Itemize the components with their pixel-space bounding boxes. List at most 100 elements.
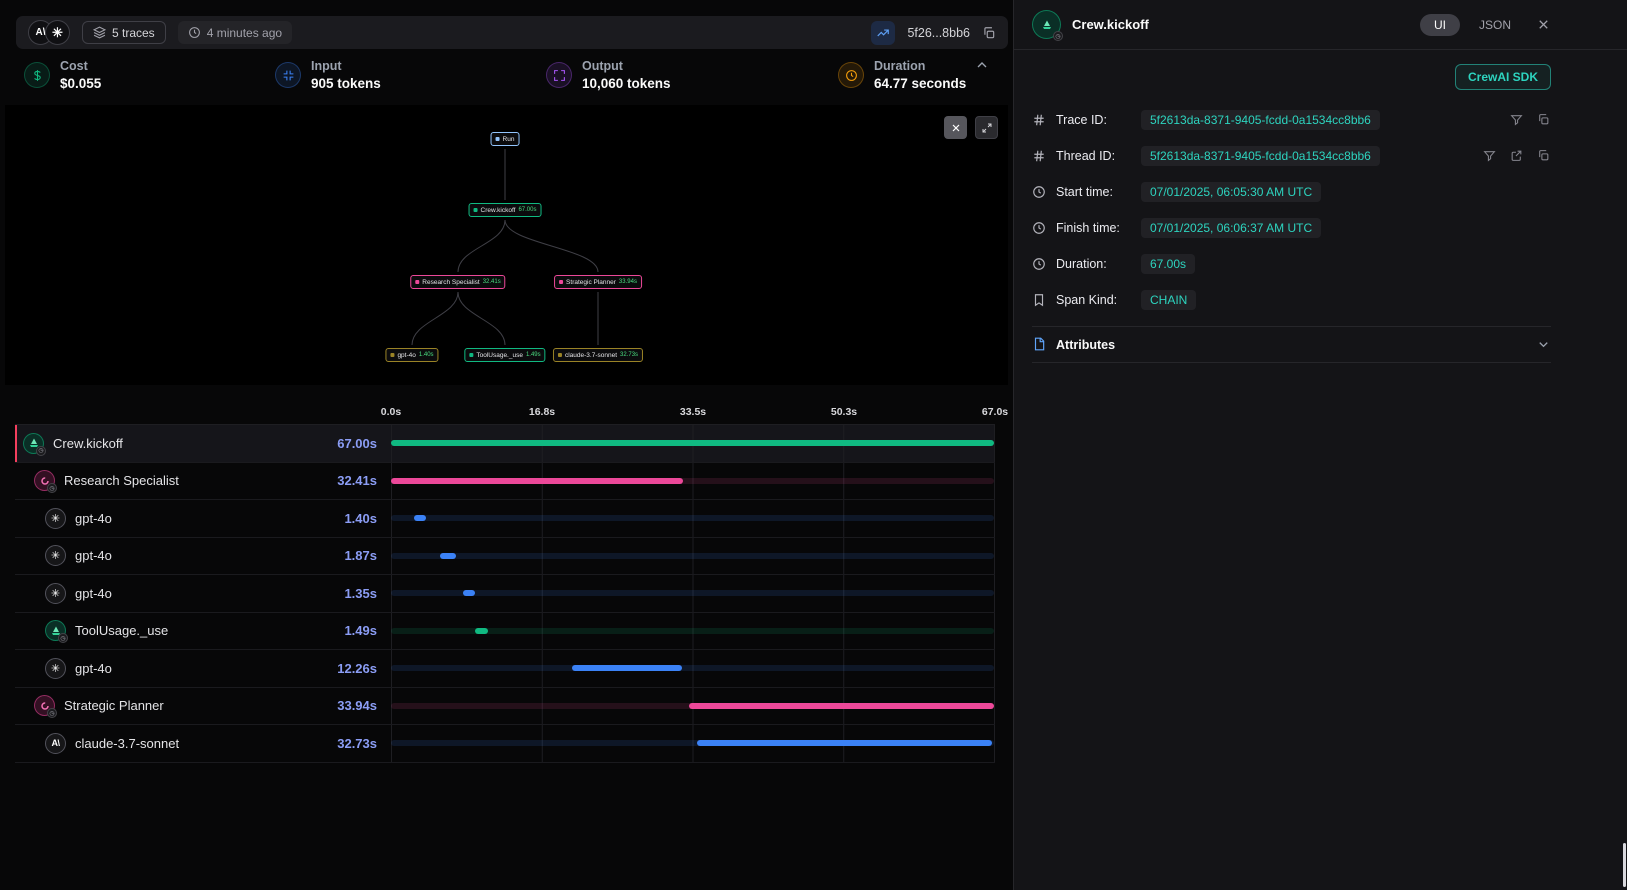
span-label-cell: ✳gpt-4o1.40s xyxy=(15,500,391,537)
timeline-row-research-specialist[interactable]: ◷Research Specialist32.41s xyxy=(15,463,995,501)
filter-icon[interactable] xyxy=(1483,149,1497,163)
axis-tick: 0.0s xyxy=(381,406,401,418)
field-row-duration: Duration: 67.00s xyxy=(1032,246,1551,282)
timeline-bar[interactable] xyxy=(572,665,682,671)
sdk-badge-button[interactable]: CrewAI SDK xyxy=(1455,64,1551,90)
node-type-dot xyxy=(415,280,419,284)
field-value[interactable]: 5f2613da-8371-9405-fcdd-0a1534cc8bb6 xyxy=(1141,146,1380,166)
graph-node-run[interactable]: Run xyxy=(491,132,520,146)
field-value: 07/01/2025, 06:05:30 AM UTC xyxy=(1141,182,1321,202)
stat-value: 10,060 tokens xyxy=(582,76,671,91)
span-bar-cell xyxy=(391,650,995,687)
metrics-button[interactable] xyxy=(871,21,895,45)
node-duration: 33.94s xyxy=(619,279,637,285)
timeline-bar[interactable] xyxy=(463,590,475,596)
timeline-bar[interactable] xyxy=(689,703,994,709)
hash-icon xyxy=(1032,149,1047,164)
node-type-dot xyxy=(496,137,500,141)
graph-node-crew[interactable]: Crew.kickoff67.00s xyxy=(469,203,542,217)
span-bar-cell xyxy=(391,613,995,650)
timeline-row-gpt-4o[interactable]: ✳gpt-4o1.87s xyxy=(15,538,995,576)
timeline-bar[interactable] xyxy=(697,740,992,746)
node-type-dot xyxy=(390,353,394,357)
stat-cost: Cost$0.055 xyxy=(24,59,101,91)
span-duration: 12.26s xyxy=(337,661,377,676)
stat-duration: Duration64.77 seconds xyxy=(838,59,966,91)
timeline-bar[interactable] xyxy=(391,440,994,446)
clock-subicon: ◷ xyxy=(36,446,46,456)
copy-icon[interactable] xyxy=(982,26,996,40)
tab-json[interactable]: JSON xyxy=(1471,14,1519,36)
span-bar-cell xyxy=(391,500,995,537)
tab-ui[interactable]: UI xyxy=(1420,14,1460,36)
graph-edges xyxy=(5,105,1008,385)
clock-icon xyxy=(1032,221,1047,236)
graph-node-rs[interactable]: Research Specialist32.41s xyxy=(410,275,505,289)
stat-label: Duration xyxy=(874,59,966,73)
node-label: Run xyxy=(503,136,515,143)
chevron-down-icon[interactable] xyxy=(1536,337,1551,352)
graph-node-gpt[interactable]: gpt-4o1.40s xyxy=(385,348,438,362)
attributes-row[interactable]: Attributes xyxy=(1032,326,1551,363)
span-name: gpt-4o xyxy=(75,586,112,601)
span-name: Crew.kickoff xyxy=(53,436,123,451)
bar-track xyxy=(391,553,994,559)
span-duration: 1.35s xyxy=(344,586,377,601)
timeline-row-gpt-4o[interactable]: ✳gpt-4o12.26s xyxy=(15,650,995,688)
copy-icon[interactable] xyxy=(1537,113,1551,127)
clock-subicon: ◷ xyxy=(47,708,57,718)
dollar-icon xyxy=(24,62,50,88)
graph-edge xyxy=(458,220,505,272)
timeline-row-crew-kickoff[interactable]: ◷Crew.kickoff67.00s xyxy=(15,425,995,463)
expand-graph-button[interactable] xyxy=(975,116,998,139)
timeline-bar[interactable] xyxy=(440,553,457,559)
graph-node-sp[interactable]: Strategic Planner33.94s xyxy=(554,275,642,289)
trace-main-column: A\ ✳ 5 traces 4 minutes ago 5f26...8bb6 … xyxy=(0,0,1013,890)
bar-track xyxy=(391,665,994,671)
field-row-start-time: Start time:07/01/2025, 06:05:30 AM UTC xyxy=(1032,174,1551,210)
detail-panel-content: CrewAI SDK Trace ID:5f2613da-8371-9405-f… xyxy=(1014,50,1627,363)
trace-graph[interactable]: Run Crew.kickoff67.00s Research Specialist… xyxy=(5,105,1008,385)
node-duration: 67.00s xyxy=(518,207,536,213)
node-type-dot xyxy=(469,353,473,357)
field-label: Duration: xyxy=(1056,257,1132,271)
field-row-thread-id: Thread ID:5f2613da-8371-9405-fcdd-0a1534… xyxy=(1032,138,1551,174)
timeline-row-gpt-4o[interactable]: ✳gpt-4o1.35s xyxy=(15,575,995,613)
traces-count-badge[interactable]: 5 traces xyxy=(82,21,166,44)
span-detail-panel: ◷ Crew.kickoff UI JSON CrewAI SDK Trace … xyxy=(1013,0,1627,890)
axis-tick: 16.8s xyxy=(529,406,555,418)
span-name: gpt-4o xyxy=(75,661,112,676)
scrollbar-thumb[interactable] xyxy=(1623,843,1626,887)
span-bar-cell xyxy=(391,575,995,612)
bar-track xyxy=(391,590,994,596)
attributes-label: Attributes xyxy=(1056,338,1115,352)
timeline-bar[interactable] xyxy=(414,515,427,521)
field-value[interactable]: 5f2613da-8371-9405-fcdd-0a1534cc8bb6 xyxy=(1141,110,1380,130)
timeline-bar[interactable] xyxy=(475,628,488,634)
field-value: 67.00s xyxy=(1141,254,1195,274)
span-name: gpt-4o xyxy=(75,548,112,563)
graph-node-tool[interactable]: ToolUsage._use1.49s xyxy=(464,348,545,362)
timeline-row-gpt-4o[interactable]: ✳gpt-4o1.40s xyxy=(15,500,995,538)
graph-node-claude[interactable]: claude-3.7-sonnet32.73s xyxy=(553,348,643,362)
timeline-row-strategic-planner[interactable]: ◷Strategic Planner33.94s xyxy=(15,688,995,726)
trace-header-bar: A\ ✳ 5 traces 4 minutes ago 5f26...8bb6 xyxy=(16,16,1008,49)
node-label: Research Specialist xyxy=(422,279,479,286)
filter-icon[interactable] xyxy=(1510,113,1524,127)
graph-controls xyxy=(944,116,998,139)
timeline-bar[interactable] xyxy=(391,478,683,484)
clock-subicon: ◷ xyxy=(1053,31,1063,41)
node-duration: 1.49s xyxy=(526,352,541,358)
external-icon[interactable] xyxy=(1510,149,1524,163)
timeline-row-toolusage-use[interactable]: ◷ToolUsage._use1.49s xyxy=(15,613,995,651)
timeline-row-claude-3-7-sonnet[interactable]: A\claude-3.7-sonnet32.73s xyxy=(15,725,995,763)
time-axis-row: 0.0s16.8s33.5s50.3s67.0s xyxy=(391,399,995,424)
node-label: ToolUsage._use xyxy=(476,352,523,359)
openai-logo-icon: ✳ xyxy=(45,545,66,566)
span-label-cell: ◷ToolUsage._use1.49s xyxy=(15,613,391,650)
collapse-chevron-icon[interactable] xyxy=(974,57,990,73)
copy-icon[interactable] xyxy=(1537,149,1551,163)
close-graph-button[interactable] xyxy=(944,116,967,139)
close-panel-icon[interactable] xyxy=(1536,17,1551,32)
axis-tick: 50.3s xyxy=(831,406,857,418)
